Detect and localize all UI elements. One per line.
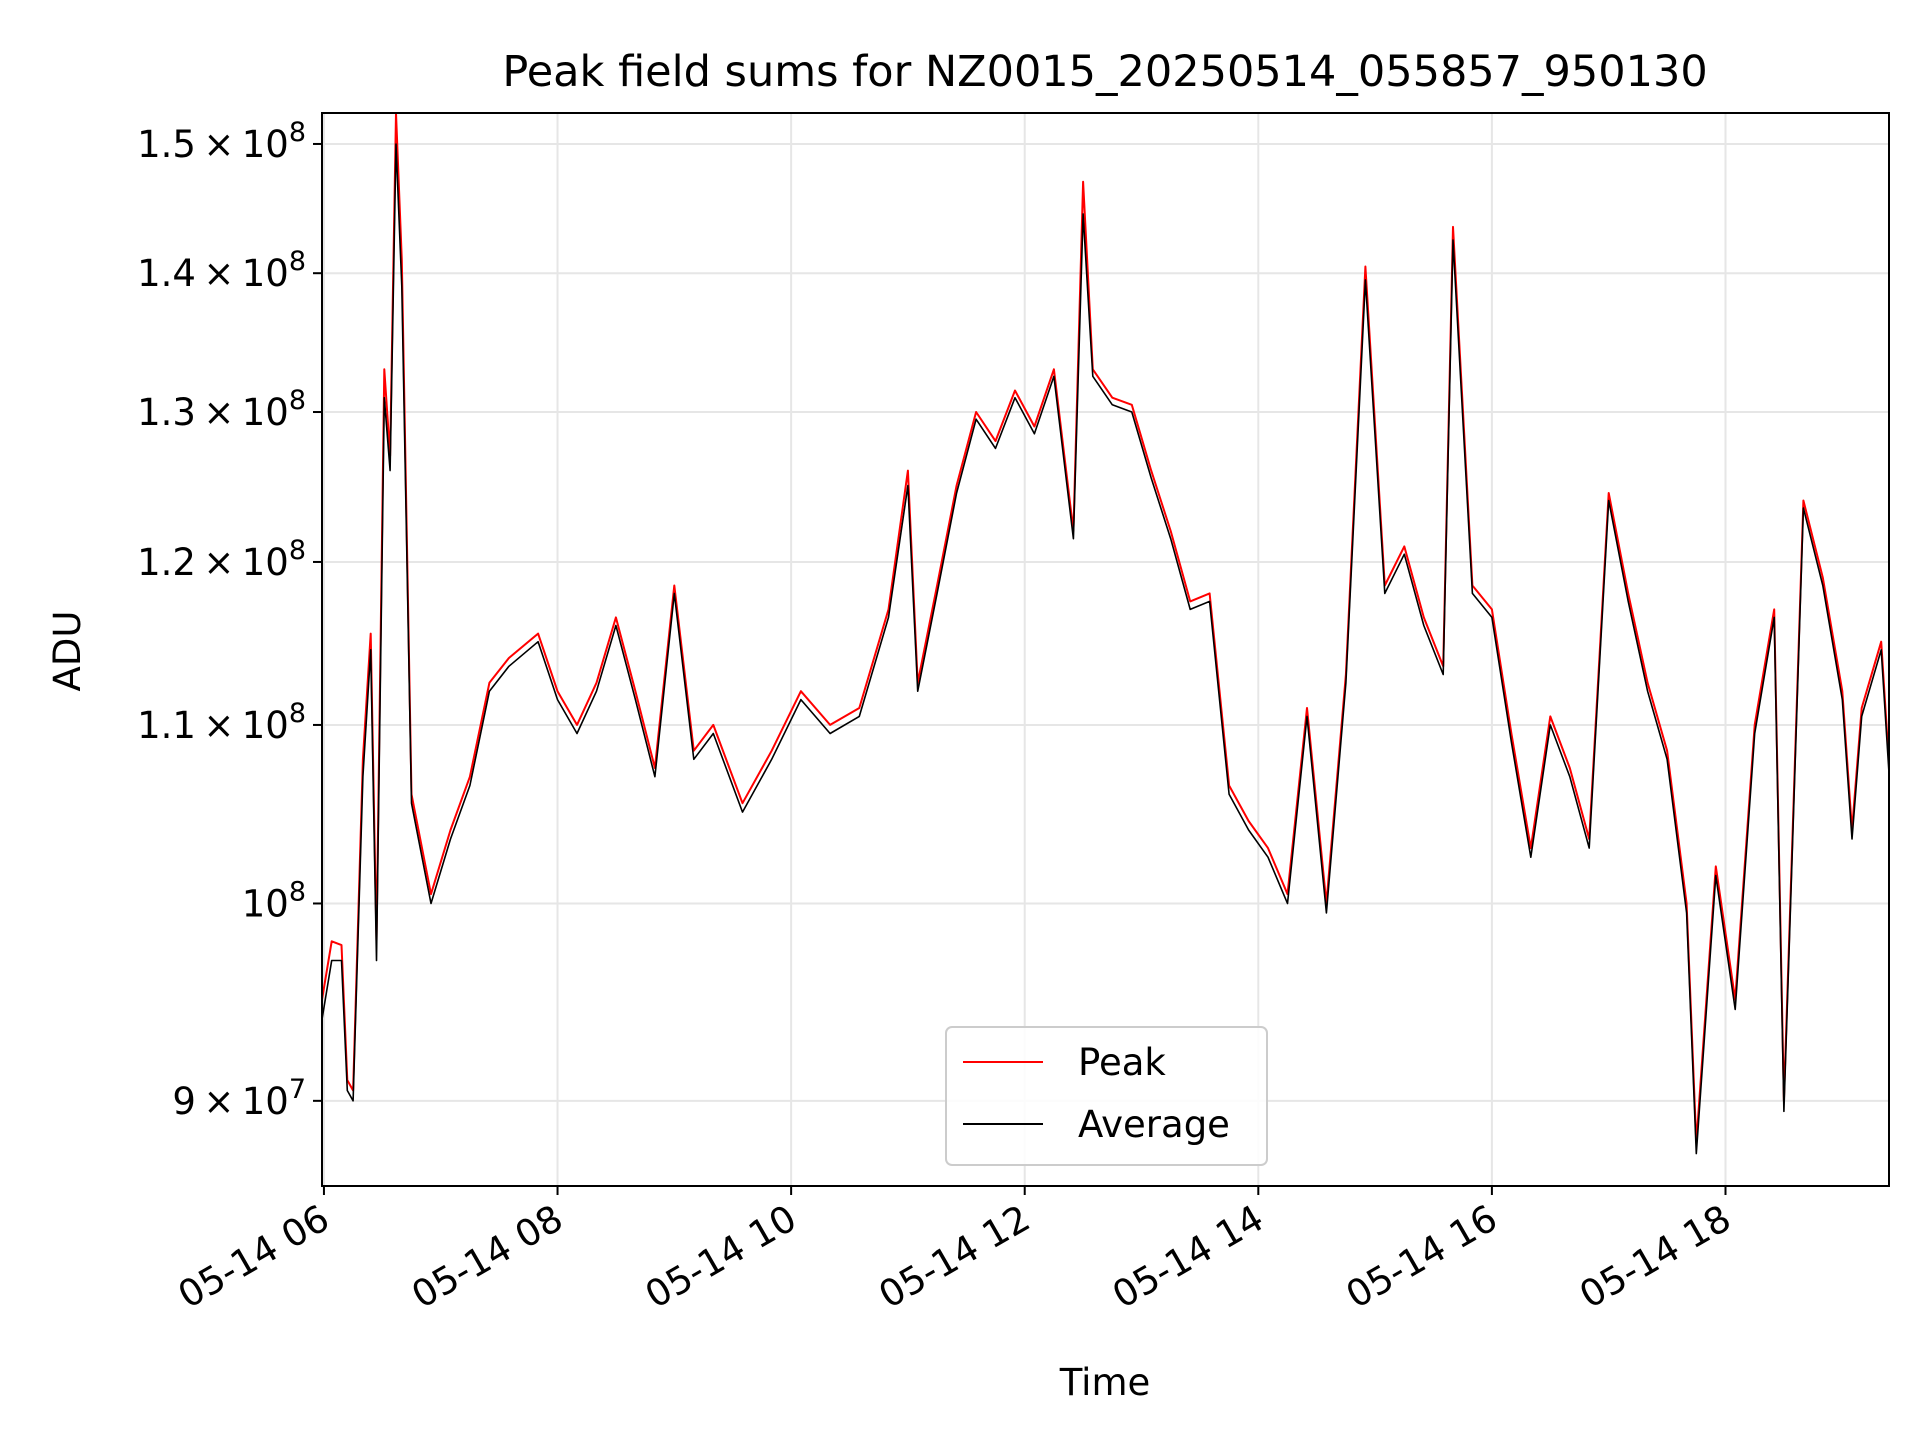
axes-frame bbox=[321, 112, 1890, 1187]
y-tick-label: 1.4 × 108 bbox=[137, 246, 306, 295]
y-tick-label: 1.2 × 108 bbox=[137, 535, 306, 584]
legend-label-average: Average bbox=[1078, 1103, 1230, 1146]
chart-title: Peak field sums for NZ0015_20250514_0558… bbox=[502, 47, 1707, 97]
grid bbox=[322, 113, 1889, 1186]
y-axis-ticks: 9 × 107 108 1.1 × 108 1.2 × 108 1.3 × 108 1.4… bbox=[137, 117, 322, 1123]
y-tick-label: 9 × 107 bbox=[172, 1074, 306, 1123]
x-axis-label: Time bbox=[1059, 1361, 1151, 1404]
legend-label-peak: Peak bbox=[1078, 1041, 1166, 1084]
legend: Peak Average bbox=[945, 1026, 1268, 1166]
y-axis-label: ADU bbox=[46, 611, 89, 692]
y-tick-label: 1.3 × 108 bbox=[137, 385, 306, 434]
series-line-average bbox=[322, 143, 1889, 1155]
y-tick-label: 108 bbox=[242, 876, 306, 925]
y-tick-label: 1.1 × 108 bbox=[137, 698, 306, 747]
plot-lines bbox=[322, 113, 1889, 1155]
y-tick-label: 1.5 × 108 bbox=[137, 117, 306, 166]
series-line-peak bbox=[322, 113, 1889, 1144]
